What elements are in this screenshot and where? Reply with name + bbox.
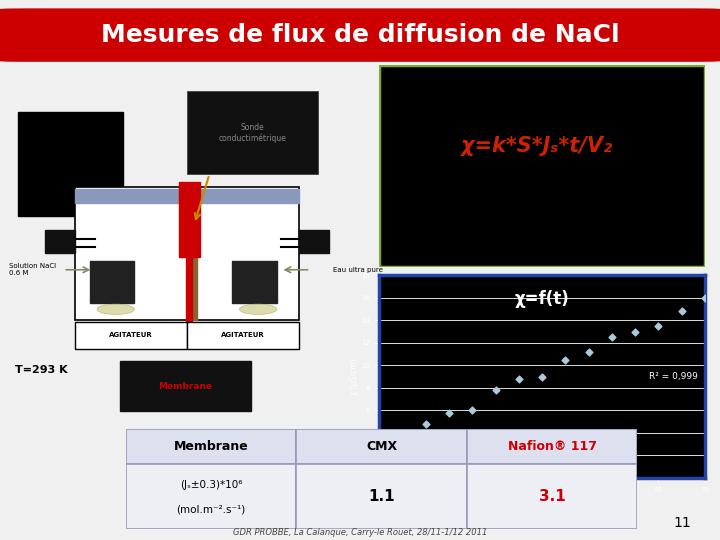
Point	[559, 355, 571, 364]
Text: (Jₛ±0.3)*10⁶: (Jₛ±0.3)*10⁶	[180, 480, 243, 490]
Bar	[75, 322, 187, 349]
Bar	[120, 361, 251, 411]
Point	[444, 408, 455, 417]
FancyBboxPatch shape	[379, 65, 705, 267]
Bar	[126, 464, 297, 529]
Point	[606, 333, 618, 342]
Bar	[89, 261, 135, 303]
Point	[676, 307, 688, 316]
Point	[467, 406, 478, 415]
Bar	[19, 112, 123, 215]
Text: CMX: CMX	[366, 440, 397, 453]
Point	[536, 373, 548, 381]
Point	[397, 429, 408, 437]
Text: AGITATEUR: AGITATEUR	[221, 332, 265, 338]
Text: (mol.m⁻².s⁻¹): (mol.m⁻².s⁻¹)	[176, 505, 246, 515]
Text: Membrane: Membrane	[174, 440, 248, 453]
Text: T=293 K: T=293 K	[14, 364, 67, 375]
Text: Eau ultra pure: Eau ultra pure	[333, 267, 383, 273]
Text: Solution NaCl
0.6 M: Solution NaCl 0.6 M	[9, 264, 56, 276]
Bar	[126, 429, 297, 464]
Bar	[45, 230, 75, 253]
Point	[699, 294, 711, 302]
Text: GDR PROBBE, La Calanque, Carry-le Rouet, 28/11-1/12 2011: GDR PROBBE, La Calanque, Carry-le Rouet,…	[233, 528, 487, 537]
Text: Sonde
conductimétrique: Sonde conductimétrique	[218, 123, 287, 143]
Bar	[187, 187, 300, 320]
Text: Mesures de flux de diffusion de NaCl: Mesures de flux de diffusion de NaCl	[101, 23, 619, 47]
Text: AGITATEUR: AGITATEUR	[109, 332, 153, 338]
Bar	[467, 464, 637, 529]
Ellipse shape	[239, 304, 276, 314]
Bar	[186, 249, 192, 340]
Text: 11: 11	[673, 516, 691, 530]
Text: Membrane: Membrane	[158, 382, 212, 391]
Text: R² = 0,999: R² = 0,999	[649, 372, 698, 381]
Point	[583, 348, 595, 356]
Bar	[192, 187, 197, 320]
Point	[420, 420, 432, 428]
Bar	[187, 91, 318, 174]
Point	[513, 375, 525, 383]
Text: 3.1: 3.1	[539, 489, 565, 504]
Bar	[75, 187, 187, 320]
Text: χ=f(t): χ=f(t)	[515, 289, 570, 308]
Point	[490, 386, 501, 394]
Bar	[467, 429, 637, 464]
Point	[374, 437, 385, 446]
Bar	[300, 230, 329, 253]
Bar	[297, 429, 467, 464]
Bar	[75, 188, 300, 203]
Bar	[232, 261, 276, 303]
Point	[629, 327, 641, 336]
Bar	[179, 183, 200, 257]
Text: χ=k*S*Jₛ*t/V₂: χ=k*S*Jₛ*t/V₂	[461, 136, 612, 156]
Bar	[297, 464, 467, 529]
Bar	[187, 322, 300, 349]
Y-axis label: χ (µS/cm): χ (µS/cm)	[350, 359, 359, 395]
FancyBboxPatch shape	[0, 8, 720, 62]
Point	[652, 322, 664, 330]
Text: Nafion® 117: Nafion® 117	[508, 440, 596, 453]
Ellipse shape	[97, 304, 135, 314]
Text: 1.1: 1.1	[369, 489, 395, 504]
